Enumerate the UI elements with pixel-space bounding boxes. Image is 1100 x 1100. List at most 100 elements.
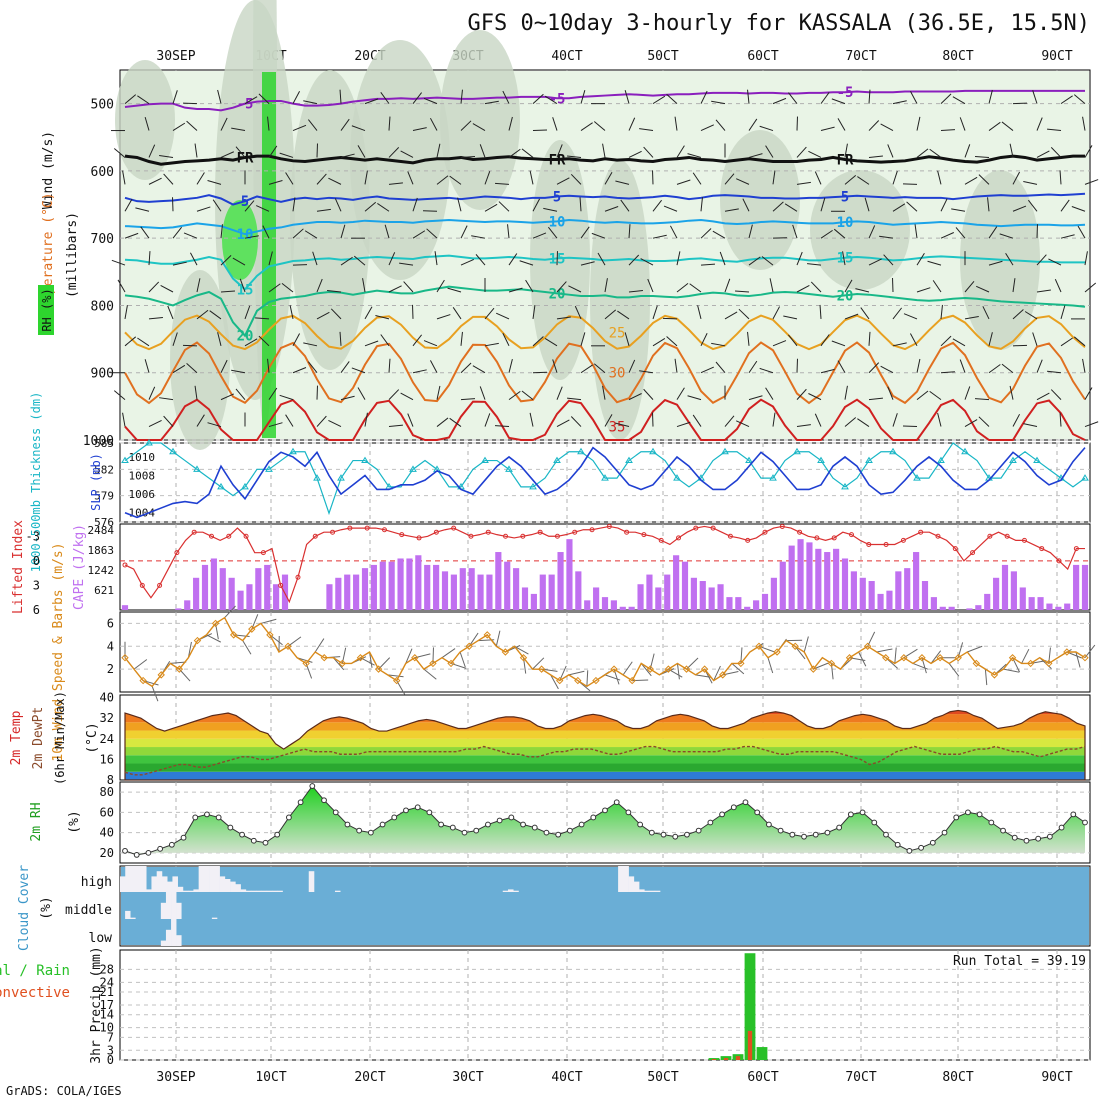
wind-barb-10m [912, 662, 929, 670]
axis-label-wind: Wind (m/s) [41, 131, 56, 209]
wind-barb [906, 201, 918, 212]
wind-barb [567, 397, 582, 401]
wind-barb [748, 118, 758, 131]
isotherm-label: FR [549, 152, 566, 168]
rh-marker [672, 833, 679, 840]
cape-bar [1037, 597, 1044, 610]
wind-barb [855, 288, 870, 293]
wind-barb [426, 228, 438, 239]
temp-band [125, 722, 1085, 731]
cape-bar [353, 574, 360, 610]
isotherm-label: 5 [841, 189, 849, 205]
y-tick-label: 28 [100, 962, 114, 976]
wind-barb [339, 331, 342, 346]
wind-barb [377, 203, 390, 212]
lifted-index-marker [122, 562, 128, 568]
wind-barb [167, 305, 174, 320]
thickness-marker [601, 474, 609, 481]
cloud-cell [219, 876, 226, 892]
lifted-index-marker [693, 525, 699, 531]
bottom-tick-label: 30CT [452, 1070, 483, 1085]
rh-marker [449, 824, 456, 831]
wind-barb [909, 91, 918, 104]
wind-barb [268, 251, 273, 266]
cloud-cell [334, 890, 341, 892]
rh-marker [1070, 811, 1077, 818]
wind-barb [460, 89, 463, 104]
wind-barb [256, 205, 270, 212]
wind-barb [892, 413, 898, 427]
cape-bar [815, 548, 822, 610]
wind-barb [604, 309, 617, 320]
wind-barb [747, 89, 750, 104]
isotherm-line [124, 398, 1086, 441]
cloud-cell [156, 871, 163, 892]
y-tick-label-right: 2484 [88, 524, 115, 537]
wind-barb [831, 98, 846, 105]
cape-bar [273, 584, 280, 610]
lifted-index-marker [1056, 558, 1062, 564]
wind-barb [232, 257, 246, 266]
wind-barb [400, 150, 414, 158]
wind-speed-marker [374, 665, 383, 673]
wind-speed-line [124, 616, 1086, 688]
wind-speed-marker [737, 659, 745, 668]
thickness-marker [1081, 474, 1089, 481]
wind-speed-marker [918, 654, 926, 662]
wind-barb [1084, 145, 1093, 158]
rh-blob [590, 160, 650, 440]
wind-speed-marker [537, 665, 546, 673]
wind-barb-10m [1003, 668, 1020, 673]
temp-band [120, 698, 1090, 706]
thickness-marker [961, 447, 969, 455]
cape-bar [913, 552, 920, 610]
wind-barb [340, 361, 350, 374]
cloud-cell [261, 890, 268, 892]
wind-speed-marker [392, 676, 401, 685]
y-tick-label: 0 [33, 554, 40, 568]
wind-barb-10m [260, 618, 277, 624]
dewpoint-line [124, 745, 1086, 776]
wind-barb [556, 419, 570, 427]
wind-barb [449, 417, 462, 427]
lifted-index-marker [987, 533, 993, 539]
cloud-cell [140, 866, 147, 892]
precip-convective-bar [723, 1058, 729, 1060]
isotherm-line [124, 154, 1085, 166]
wind-barb [988, 89, 993, 104]
y-tick-label: 60 [100, 805, 114, 819]
wind-barb [868, 258, 882, 266]
rh-marker [883, 831, 889, 838]
wind-barb [292, 197, 296, 212]
lifted-index-marker [1021, 537, 1027, 543]
rh-marker [719, 811, 725, 818]
wind-barb [860, 307, 870, 320]
lifted-index-marker [243, 533, 249, 539]
wind-barb [1059, 412, 1062, 427]
rh-marker [192, 814, 199, 821]
y-tick-label-right: 1008 [129, 470, 156, 483]
rh-marker [332, 809, 339, 816]
cape-bar [681, 561, 689, 610]
wind-barb [292, 91, 301, 104]
wind-barb [820, 229, 833, 239]
rh-marker [286, 814, 292, 821]
wind-barb [570, 173, 582, 185]
wind-barb-10m [242, 640, 252, 655]
rh-marker [941, 829, 948, 836]
lifted-index-marker [710, 525, 716, 531]
lifted-index-marker [1039, 546, 1045, 552]
wind-barb [929, 148, 942, 158]
wind-barb [604, 171, 613, 185]
thickness-marker [769, 474, 777, 481]
wind-barb-10m [378, 657, 391, 670]
wind-barb [676, 145, 685, 158]
y-tick-label: 20 [100, 846, 114, 860]
wind-speed-marker [936, 654, 944, 662]
wind-barb [700, 366, 714, 374]
thickness-marker [865, 456, 873, 464]
wind-barb [844, 417, 857, 427]
precip-total-bar [756, 1047, 768, 1060]
wind-barb [674, 358, 678, 373]
cape-bar [1001, 564, 1009, 610]
